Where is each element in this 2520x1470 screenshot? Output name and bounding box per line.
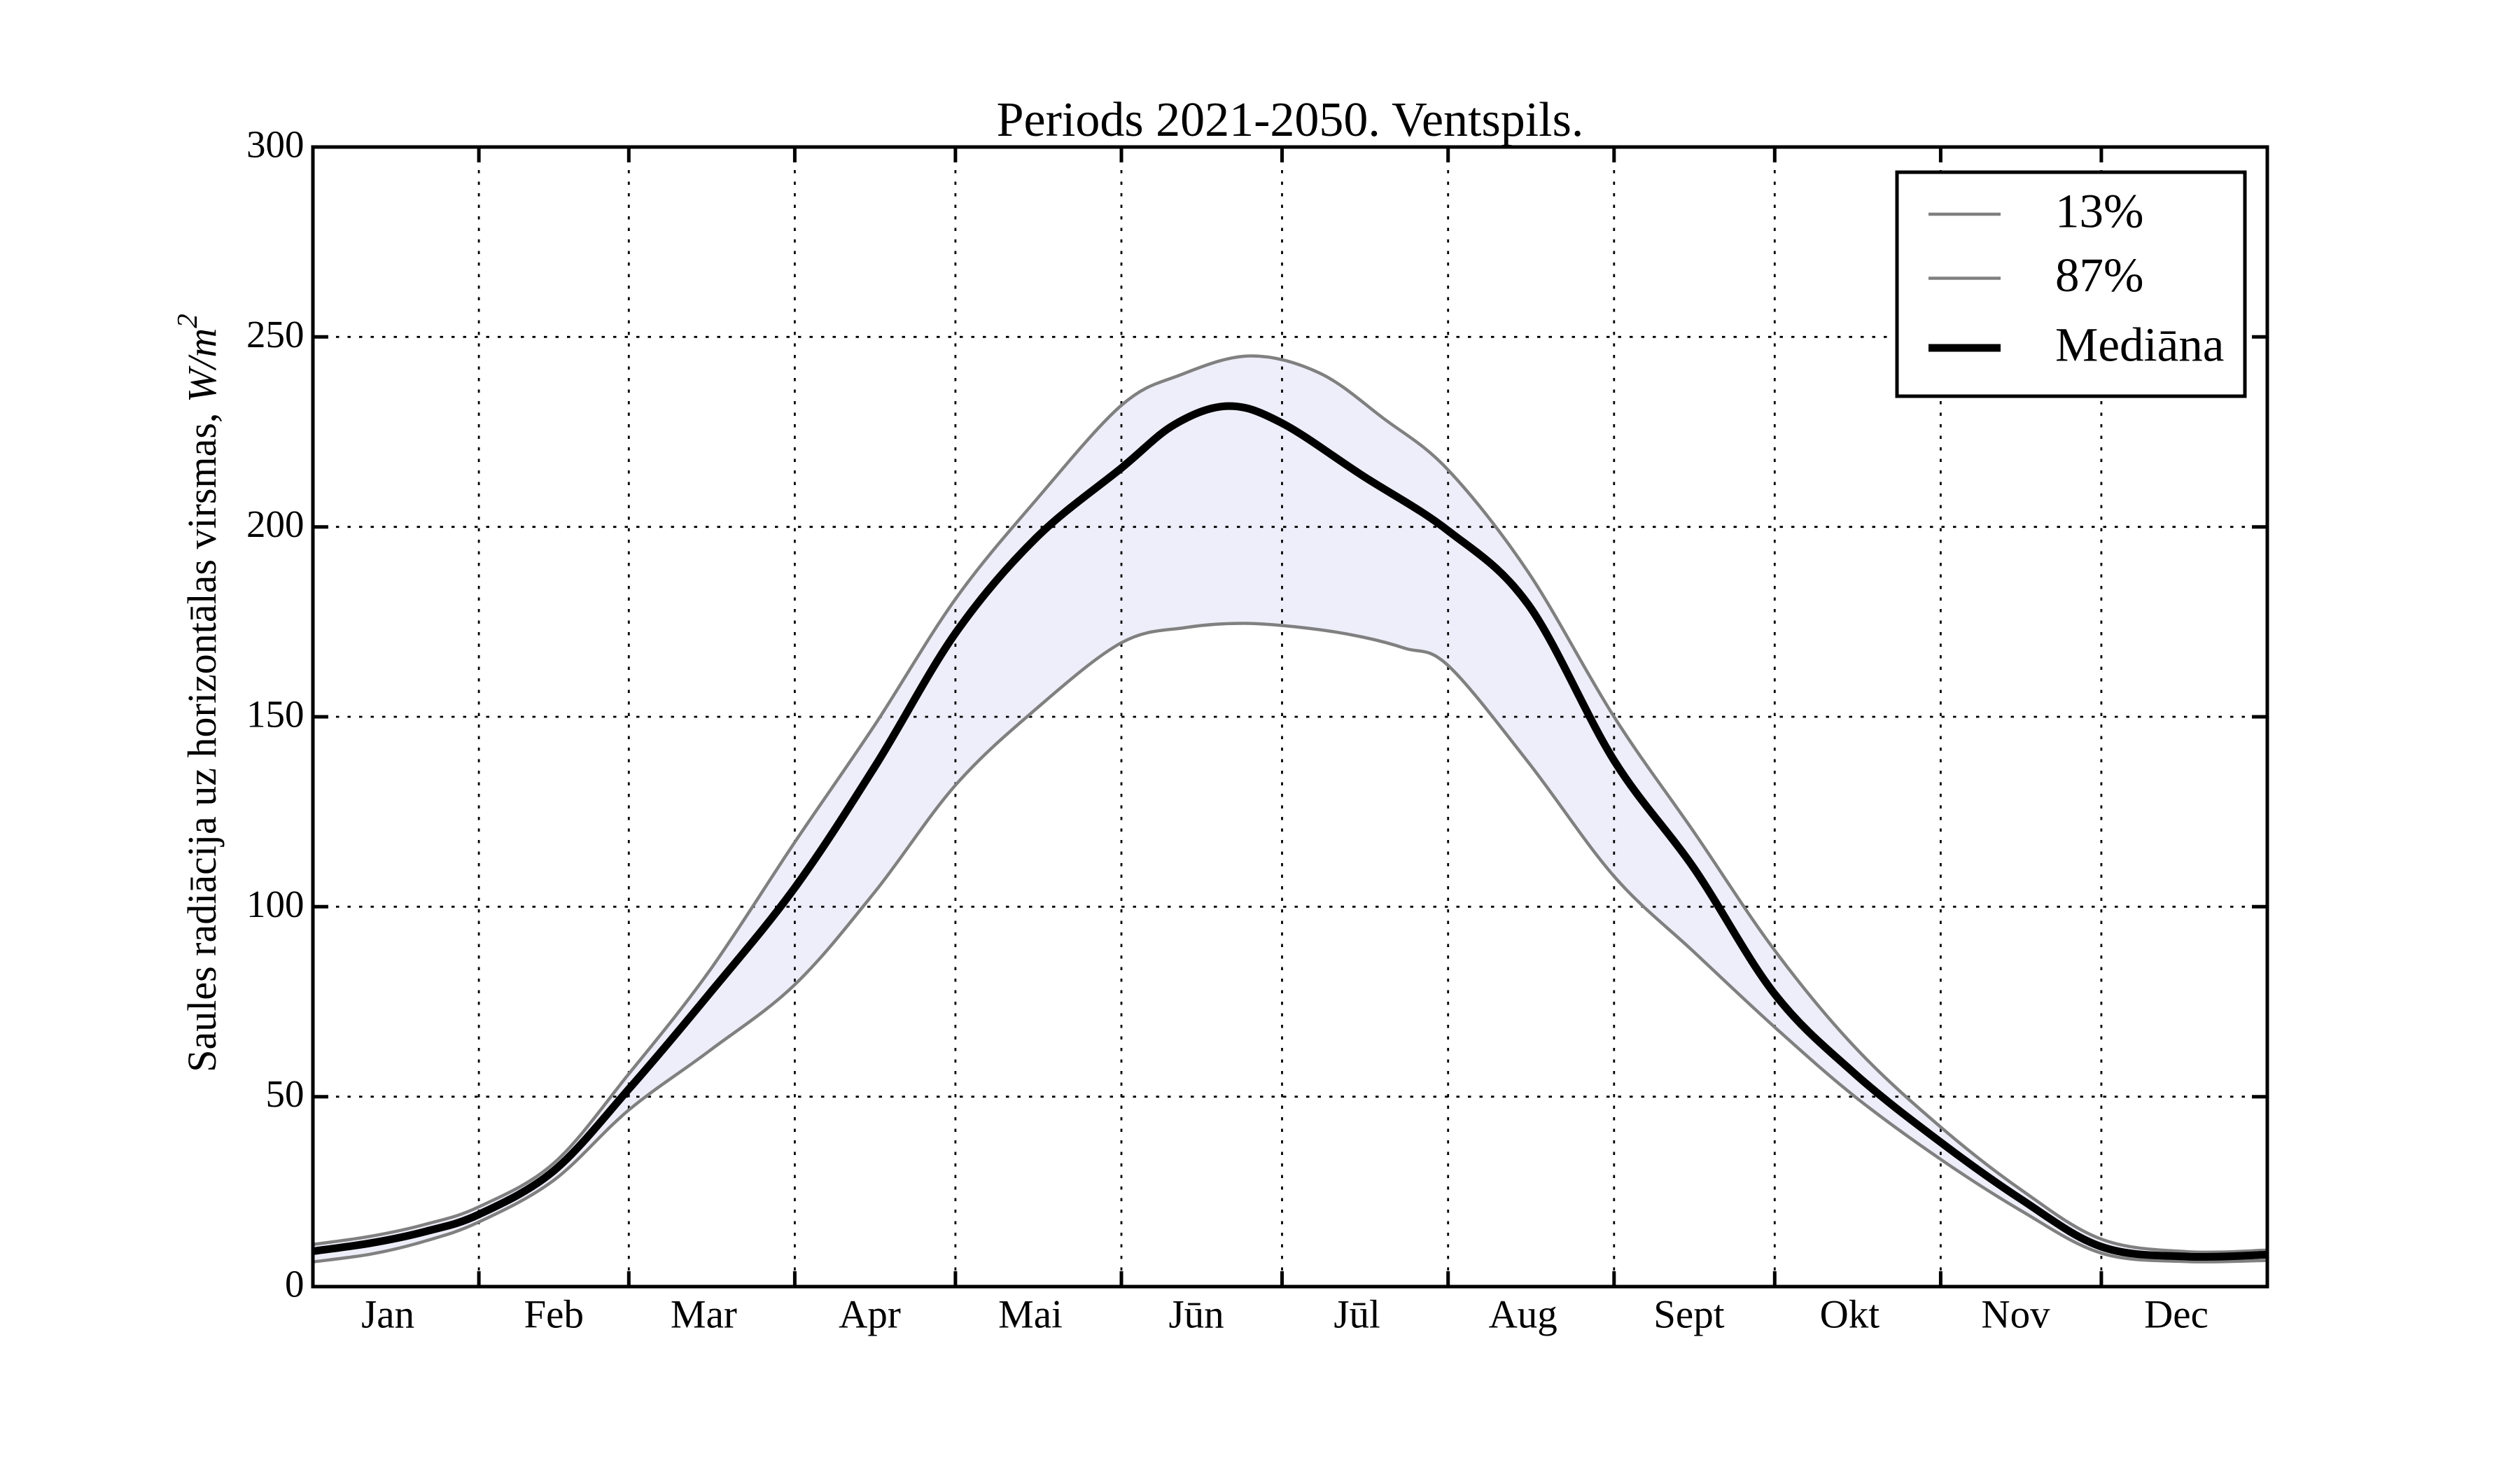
svg-text:Aug: Aug bbox=[1489, 1293, 1558, 1337]
svg-text:Feb: Feb bbox=[524, 1293, 584, 1337]
svg-text:Sept: Sept bbox=[1653, 1293, 1725, 1337]
svg-text:Mar: Mar bbox=[671, 1293, 737, 1337]
svg-text:0: 0 bbox=[285, 1263, 304, 1306]
svg-text:250: 250 bbox=[246, 313, 304, 356]
svg-text:Mai: Mai bbox=[998, 1293, 1063, 1337]
svg-text:Mediāna: Mediāna bbox=[2055, 318, 2224, 372]
svg-text:Okt: Okt bbox=[1820, 1293, 1880, 1337]
svg-text:300: 300 bbox=[246, 123, 304, 166]
svg-text:Dec: Dec bbox=[2144, 1293, 2208, 1337]
svg-text:Saules radiācija uz horizontāl: Saules radiācija uz horizontālas virsmas… bbox=[171, 314, 225, 1072]
svg-text:Jan: Jan bbox=[361, 1293, 414, 1337]
svg-text:Apr: Apr bbox=[839, 1293, 901, 1337]
svg-text:Periods 2021-2050. Ventspils.: Periods 2021-2050. Ventspils. bbox=[997, 93, 1584, 147]
svg-text:87%: 87% bbox=[2055, 248, 2143, 302]
svg-text:50: 50 bbox=[266, 1072, 304, 1115]
svg-text:Jūl: Jūl bbox=[1334, 1293, 1380, 1337]
svg-text:Nov: Nov bbox=[1981, 1293, 2050, 1337]
svg-text:100: 100 bbox=[246, 883, 304, 925]
svg-text:13%: 13% bbox=[2055, 185, 2143, 238]
svg-text:Jūn: Jūn bbox=[1169, 1293, 1224, 1337]
svg-text:200: 200 bbox=[246, 503, 304, 545]
svg-text:150: 150 bbox=[246, 693, 304, 736]
